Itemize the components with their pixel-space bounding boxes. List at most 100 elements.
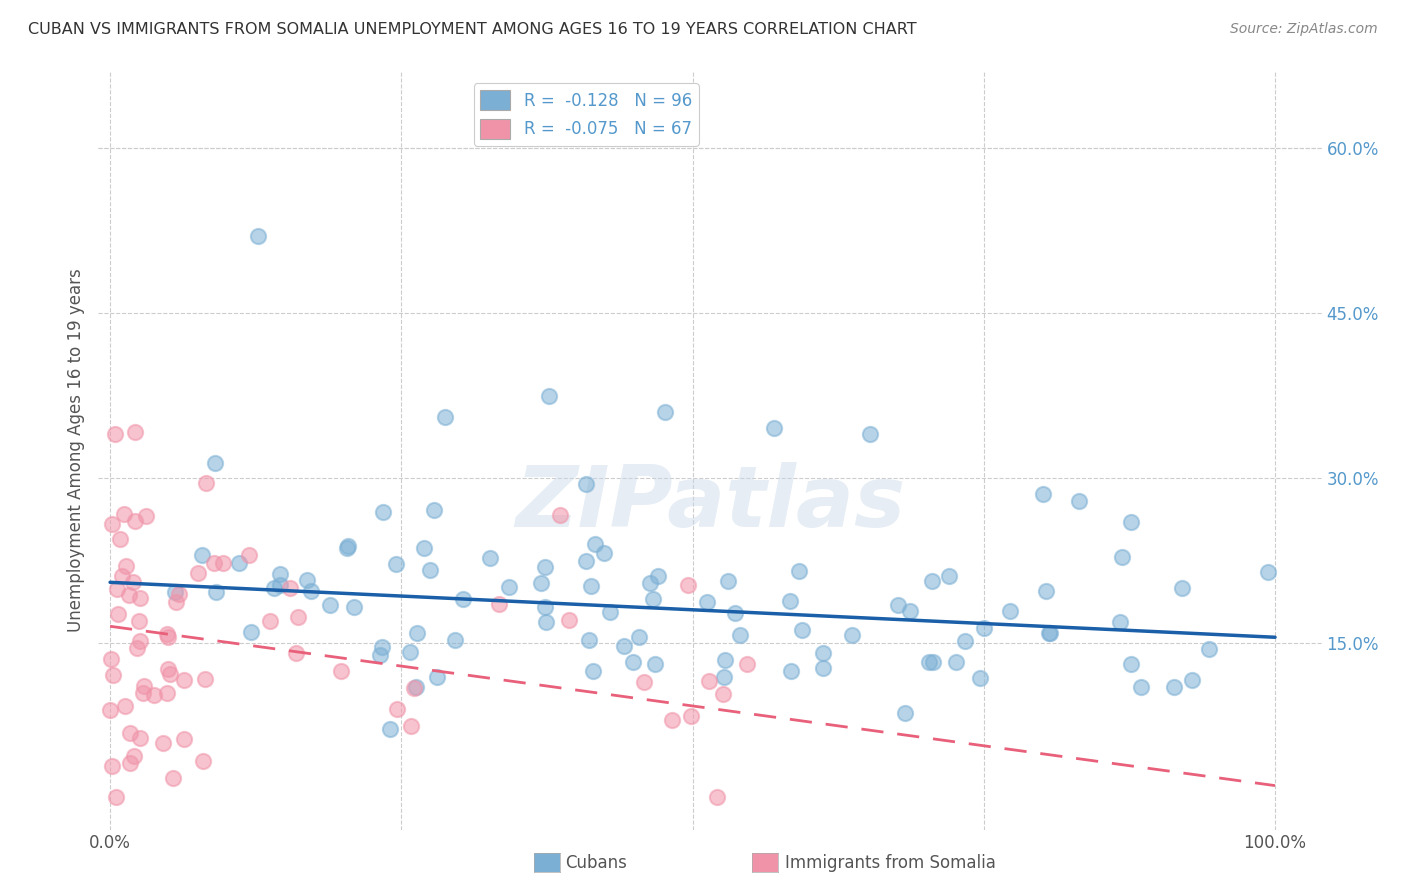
Point — [118, 588, 141, 602]
Point — [163, 585, 186, 599]
Point — [127, 640, 149, 655]
Point — [371, 640, 394, 655]
Point — [422, 503, 444, 517]
Point — [574, 476, 596, 491]
Point — [1035, 583, 1057, 598]
Point — [132, 680, 155, 694]
Point — [973, 621, 995, 635]
Point — [779, 594, 801, 608]
Point — [713, 670, 735, 684]
Point — [918, 655, 941, 669]
Point — [193, 754, 215, 768]
Point — [190, 548, 212, 562]
Point — [1038, 626, 1060, 640]
Point — [419, 563, 441, 577]
Point — [627, 630, 650, 644]
Point — [330, 664, 353, 678]
Point — [706, 789, 728, 804]
Point — [581, 579, 603, 593]
Point — [1257, 566, 1279, 580]
Point — [121, 574, 143, 589]
Point — [575, 554, 598, 568]
Point — [228, 556, 250, 570]
Point — [1119, 657, 1142, 672]
Point — [621, 655, 644, 669]
Point — [159, 666, 181, 681]
Point — [194, 476, 217, 491]
Point — [792, 623, 814, 637]
Point — [678, 577, 700, 591]
Point — [724, 606, 747, 620]
Point — [104, 427, 127, 442]
Point — [1198, 641, 1220, 656]
Point — [811, 661, 834, 675]
Point — [654, 405, 676, 419]
Point — [128, 633, 150, 648]
Point — [114, 699, 136, 714]
Point — [921, 656, 943, 670]
Point — [278, 581, 301, 595]
Point — [173, 732, 195, 747]
Point — [534, 615, 557, 629]
Point — [202, 556, 225, 570]
Point — [398, 645, 420, 659]
Point — [1032, 487, 1054, 501]
Point — [101, 517, 124, 532]
Point — [661, 714, 683, 728]
Point — [187, 566, 209, 580]
Point — [548, 508, 571, 522]
Point — [371, 504, 394, 518]
Point — [287, 610, 309, 624]
Point — [638, 576, 661, 591]
Point — [696, 595, 718, 609]
Point — [613, 639, 636, 653]
Point — [299, 584, 322, 599]
Point — [107, 607, 129, 622]
Point — [162, 771, 184, 785]
Point — [405, 626, 427, 640]
Point — [108, 533, 131, 547]
Point — [1129, 680, 1152, 694]
Point — [534, 599, 557, 614]
Point — [259, 614, 281, 628]
Legend: R =  -0.128   N = 96, R =  -0.075   N = 67: R = -0.128 N = 96, R = -0.075 N = 67 — [474, 84, 699, 145]
Point — [319, 598, 342, 612]
Point — [263, 582, 285, 596]
Point — [129, 591, 152, 606]
Point — [599, 605, 621, 619]
Point — [1109, 615, 1132, 629]
Point — [124, 425, 146, 439]
Point — [498, 580, 520, 594]
Point — [898, 604, 921, 618]
Point — [240, 625, 263, 640]
Point — [921, 574, 943, 589]
Point — [479, 550, 502, 565]
Point — [165, 595, 187, 609]
Point — [711, 687, 734, 701]
Point — [167, 587, 190, 601]
Point — [582, 665, 605, 679]
Point — [444, 633, 467, 648]
Text: Cubans: Cubans — [565, 854, 627, 871]
Point — [537, 388, 560, 402]
Point — [101, 758, 124, 772]
Point — [336, 541, 359, 555]
Point — [578, 633, 600, 648]
Point — [841, 628, 863, 642]
Point — [142, 689, 165, 703]
Point — [205, 584, 228, 599]
Point — [593, 546, 616, 560]
Text: Immigrants from Somalia: Immigrants from Somalia — [785, 854, 995, 871]
Point — [1181, 673, 1204, 687]
Point — [247, 229, 270, 244]
Point — [953, 634, 976, 648]
Point — [105, 582, 128, 596]
Point — [269, 578, 291, 592]
Point — [401, 718, 423, 732]
Text: CUBAN VS IMMIGRANTS FROM SOMALIA UNEMPLOYMENT AMONG AGES 16 TO 19 YEARS CORRELAT: CUBAN VS IMMIGRANTS FROM SOMALIA UNEMPLO… — [28, 22, 917, 37]
Point — [402, 681, 425, 695]
Point — [728, 628, 751, 642]
Point — [152, 736, 174, 750]
Point — [1171, 582, 1194, 596]
Point — [945, 655, 967, 669]
